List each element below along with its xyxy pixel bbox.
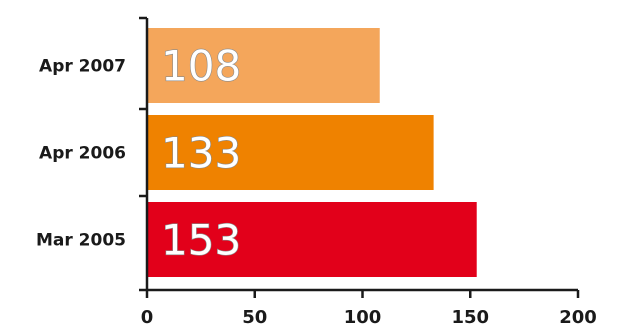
x-tick-label: 100 — [344, 307, 382, 328]
bar-value-label: 153 — [161, 216, 241, 265]
bar-mar-2005 — [147, 202, 477, 277]
x-tick-label: 200 — [559, 307, 597, 328]
bar-apr-2007 — [147, 28, 380, 103]
bars-layer: 108 133 153 — [147, 28, 477, 277]
x-tick-label: 150 — [451, 307, 489, 328]
axis-layer: Apr 2007 Apr 2006 Mar 2005 0 50 100 150 200 — [36, 16, 597, 328]
x-tick-label: 50 — [242, 307, 267, 328]
bar-apr-2006 — [147, 115, 434, 190]
category-label: Apr 2006 — [39, 144, 126, 164]
bar-value-label: 108 — [161, 42, 241, 91]
category-label: Mar 2005 — [36, 231, 126, 251]
category-label: Apr 2007 — [39, 57, 126, 77]
bar-value-label: 133 — [161, 129, 241, 178]
x-tick-label: 0 — [141, 307, 154, 328]
